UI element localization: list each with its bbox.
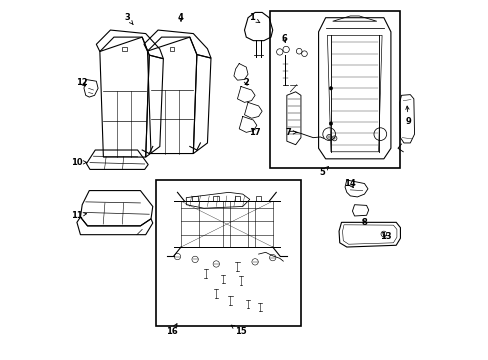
Text: 8: 8 (361, 218, 366, 227)
Text: 2: 2 (243, 78, 249, 87)
Circle shape (328, 86, 332, 90)
Circle shape (328, 122, 332, 125)
Text: 4: 4 (178, 13, 183, 22)
Bar (192, 196, 198, 201)
Text: 11: 11 (71, 211, 86, 220)
Bar (122, 47, 126, 51)
Text: 7: 7 (285, 128, 297, 137)
Text: 3: 3 (124, 13, 133, 24)
Bar (234, 196, 240, 201)
Text: 15: 15 (231, 325, 246, 336)
Text: 13: 13 (379, 232, 390, 241)
Bar (213, 196, 219, 201)
Text: 12: 12 (76, 78, 88, 87)
Bar (170, 47, 174, 51)
Bar (269, 11, 399, 168)
Text: 1: 1 (248, 13, 259, 23)
Text: 16: 16 (166, 324, 178, 336)
Text: 17: 17 (249, 128, 261, 137)
Bar (155, 180, 300, 327)
Text: 5: 5 (319, 167, 328, 177)
Text: 14: 14 (344, 179, 355, 188)
Text: 9: 9 (405, 106, 410, 126)
Text: 10: 10 (71, 158, 86, 167)
Text: 6: 6 (281, 34, 286, 43)
Bar (255, 196, 261, 201)
